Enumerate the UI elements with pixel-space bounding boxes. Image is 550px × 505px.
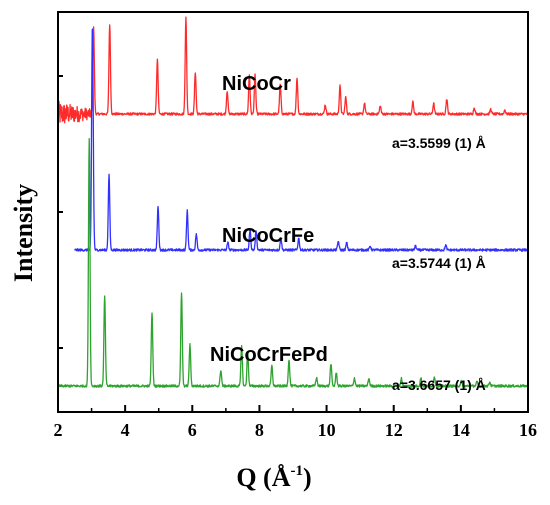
x-tick-label-16: 16 <box>519 420 537 440</box>
x-tick-label-12: 12 <box>385 420 403 440</box>
x-tick-label-14: 14 <box>452 420 470 440</box>
series-line-nicocr <box>57 16 529 124</box>
series-name-nicocrfepd: NiCoCrFePd <box>210 344 328 366</box>
lattice-label-nicocrfepd: a=3.6657 (1) Å <box>392 377 486 393</box>
x-axis-label-superscript: -1 <box>291 463 304 479</box>
series-line-nicocrfe <box>74 28 529 252</box>
series-line-nicocrfepd <box>57 137 529 388</box>
y-axis-label: Intensity <box>9 184 38 282</box>
lattice-label-nicocrfe: a=3.5744 (1) Å <box>392 255 486 271</box>
x-axis-label-tail: ) <box>303 463 312 492</box>
lattice-label-nicocr: a=3.5599 (1) Å <box>392 135 486 151</box>
x-tick-label-10: 10 <box>318 420 336 440</box>
series-labels-group: NiCoCr a=3.5599 (1) Å NiCoCrFe a=3.5744 (1)… <box>210 73 486 393</box>
x-tick-label-4: 4 <box>121 420 130 440</box>
x-tick-label-8: 8 <box>255 420 264 440</box>
x-tick-label-6: 6 <box>188 420 197 440</box>
series-name-nicocr: NiCoCr <box>222 73 291 95</box>
series-name-nicocrfe: NiCoCrFe <box>222 225 314 247</box>
x-axis-label-main: Q (Å <box>236 463 290 492</box>
plot-series-group <box>57 16 529 388</box>
x-tick-label-2: 2 <box>54 420 63 440</box>
y-axis-ticks <box>58 75 63 349</box>
x-axis-label: Q (Å-1) <box>236 463 311 492</box>
x-axis-ticks: 2 4 6 8 10 12 14 16 <box>54 405 537 440</box>
